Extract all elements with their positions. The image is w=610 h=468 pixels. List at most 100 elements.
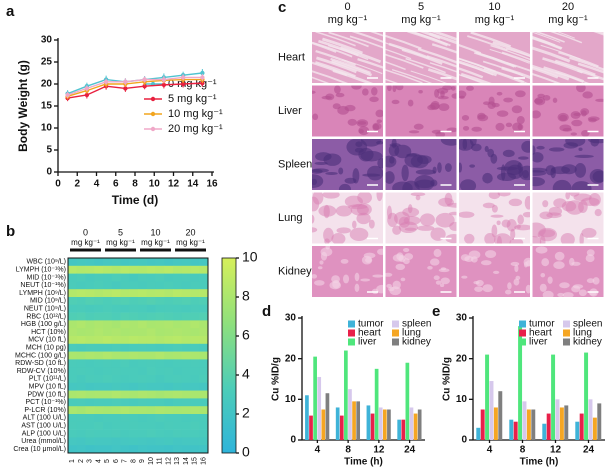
texture [312, 70, 349, 83]
heatmap-cell [164, 304, 174, 313]
heatmap-cell [190, 406, 200, 415]
heatmap-cell [129, 328, 139, 337]
heatmap-cell [103, 320, 113, 329]
texture [431, 43, 457, 54]
heatmap-cell [103, 382, 113, 391]
heatmap-cell [155, 328, 165, 337]
texture [471, 126, 482, 132]
texture [581, 227, 597, 238]
bar [584, 352, 589, 440]
texture [385, 48, 412, 60]
heatmap-cell [155, 351, 165, 360]
heatmap-cell [138, 390, 148, 399]
texture [532, 46, 571, 63]
heatmap-cell [76, 343, 86, 352]
texture [350, 203, 369, 216]
heatmap-cell [68, 437, 78, 446]
heatmap-cell [76, 304, 86, 313]
heatmap-cell [94, 265, 104, 274]
texture [427, 265, 433, 270]
heatmap-cell [173, 437, 183, 446]
heatmap-cell [181, 375, 191, 384]
heatmap-cell [111, 320, 121, 329]
legend-swatch [519, 329, 526, 337]
heatmap-cell [120, 382, 130, 391]
micrograph [459, 32, 530, 83]
texture [331, 59, 373, 77]
texture [377, 158, 383, 169]
texture [482, 284, 493, 293]
heatmap-cell [76, 336, 86, 345]
texture [469, 164, 476, 168]
heatmap-cell [68, 289, 78, 298]
heatmap-cell [164, 297, 174, 306]
texture [338, 167, 344, 175]
heatmap-cell [181, 273, 191, 282]
bar [518, 326, 523, 440]
heatmap-cell [181, 328, 191, 337]
legend-swatch [563, 338, 570, 346]
y-tick-label: 30 [41, 35, 53, 46]
heatmap-cell [76, 328, 86, 337]
heatmap-cell [129, 304, 139, 313]
texture [389, 143, 401, 147]
bar [564, 405, 569, 440]
legend-marker [150, 111, 156, 117]
column-label: 6 [113, 459, 120, 463]
column-label: 4 [95, 459, 102, 463]
texture [587, 116, 600, 122]
heatmap-cell [68, 421, 78, 430]
texture [482, 172, 493, 184]
texture [398, 216, 410, 228]
bar [387, 409, 391, 440]
texture [565, 192, 570, 200]
heatmap-cell [68, 336, 78, 345]
texture [386, 205, 392, 220]
heatmap-cell [146, 421, 156, 430]
texture [459, 95, 465, 99]
group-unit: mg kg⁻¹ [141, 238, 170, 247]
texture [438, 103, 450, 112]
heatmap-cell [155, 258, 165, 267]
heatmap-cell [173, 336, 183, 345]
bar [374, 368, 379, 440]
bar [498, 391, 503, 440]
point [200, 75, 205, 80]
heatmap-cell [164, 336, 174, 345]
heatmap-cell [103, 312, 113, 321]
heatmap-cell [129, 297, 139, 306]
row-label: Urea (mmol/L) [21, 438, 66, 445]
x-axis-label: Time (h) [520, 457, 559, 468]
texture [392, 181, 413, 190]
heatmap-cell [120, 351, 130, 360]
y-tick-label: 0 [461, 435, 467, 446]
heatmap-cell [181, 281, 191, 290]
heatmap-cell [129, 429, 139, 438]
texture [563, 142, 579, 149]
heatmap-cell [103, 445, 113, 454]
bar [305, 395, 309, 440]
tissue-label: Lung [278, 212, 302, 224]
bar [409, 407, 414, 440]
texture [430, 227, 446, 241]
heatmap-cell [199, 258, 209, 267]
heatmap-cell [76, 445, 86, 454]
point [142, 84, 147, 89]
heatmap-cell [173, 421, 183, 430]
bar [522, 401, 527, 440]
legend-label: 10 mg kg⁻¹ [168, 108, 223, 120]
texture [488, 192, 501, 200]
texture [407, 99, 414, 107]
group-label: 5 [118, 227, 123, 237]
bar [417, 409, 422, 440]
dose-label: 0 [344, 1, 350, 13]
bar [317, 376, 322, 440]
dose-unit: mg kg⁻¹ [475, 14, 515, 26]
heatmap-cell [181, 336, 191, 345]
heatmap-cell [120, 258, 130, 267]
heatmap-cell [129, 414, 139, 423]
heatmap-cell [111, 382, 121, 391]
texture [489, 48, 530, 64]
heatmap-cell [190, 359, 200, 368]
texture [385, 272, 393, 277]
